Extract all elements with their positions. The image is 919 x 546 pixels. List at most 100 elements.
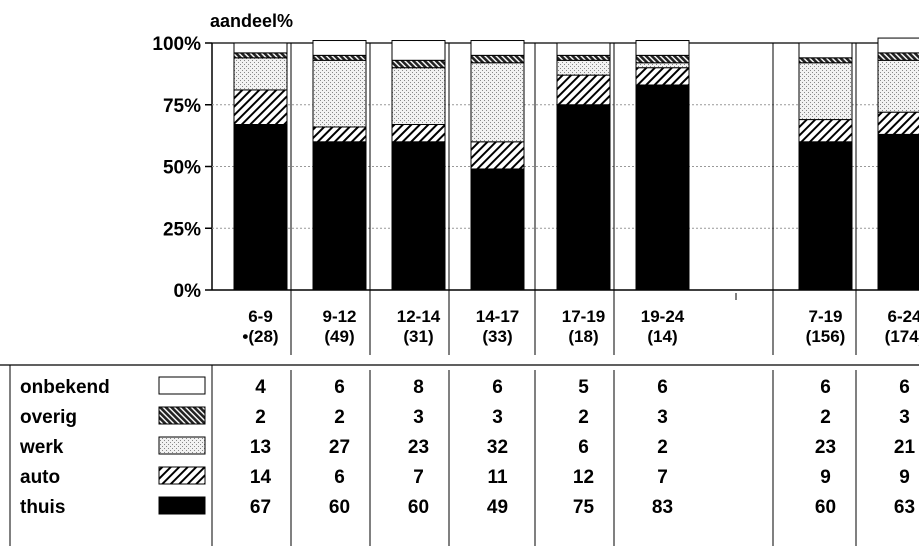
table-value: 3 — [899, 407, 910, 428]
legend-swatch-thuis — [158, 496, 206, 515]
x-tick-label: 9-12 — [322, 307, 356, 326]
y-tick-label: 100% — [152, 34, 201, 55]
table-value: 12 — [573, 467, 594, 488]
legend-label-onbekend: onbekend — [20, 377, 110, 398]
bar-segment-onbekend — [556, 42, 611, 56]
bar-segment-thuis — [635, 84, 690, 291]
bar-segment-auto — [635, 67, 690, 86]
legend-swatch-overig — [158, 406, 206, 425]
bar-segment-auto — [877, 111, 919, 135]
bar-segment-overig — [233, 52, 288, 59]
bar-segment-werk — [877, 59, 919, 113]
table-value: 2 — [334, 407, 345, 428]
bar-segment-thuis — [391, 141, 446, 291]
table-value: 11 — [487, 467, 508, 488]
bar-segment-onbekend — [233, 42, 288, 54]
bar-segment-werk — [470, 62, 525, 143]
table-value: 9 — [899, 467, 910, 488]
x-tick-count: (14) — [647, 327, 677, 346]
bar-segment-onbekend — [391, 40, 446, 61]
x-tick-label: 19-24 — [641, 307, 685, 326]
bar-segment-thuis — [877, 133, 919, 291]
table-value: 2 — [255, 407, 266, 428]
bar-segment-auto — [233, 89, 288, 126]
bars — [233, 37, 919, 291]
bar-segment-auto — [470, 141, 525, 170]
x-tick-label: 6-9 — [248, 307, 273, 326]
table-value: 60 — [815, 497, 836, 518]
x-tick-count: (18) — [568, 327, 598, 346]
table-value: 60 — [408, 497, 429, 518]
bar-segment-auto — [312, 126, 367, 143]
bar-segment-werk — [635, 62, 690, 69]
table-value: 3 — [413, 407, 424, 428]
table-value: 32 — [487, 437, 508, 458]
table-value: 3 — [657, 407, 668, 428]
table-value: 21 — [894, 437, 916, 458]
bar-segment-onbekend — [877, 37, 919, 54]
table-value: 2 — [578, 407, 589, 428]
y-tick-label: 0% — [174, 281, 202, 302]
table-value: 4 — [255, 377, 266, 398]
bar-segment-werk — [233, 57, 288, 91]
legend-label-thuis: thuis — [20, 497, 65, 518]
bar-segment-werk — [312, 59, 367, 128]
table-value: 6 — [492, 377, 503, 398]
x-tick-label: 12-14 — [397, 307, 441, 326]
table-value: 67 — [250, 497, 271, 518]
bar-segment-overig — [635, 54, 690, 64]
bar-segment-thuis — [233, 124, 288, 291]
x-tick-count: (31) — [403, 327, 433, 346]
bar-segment-auto — [556, 74, 611, 106]
x-tick-label: 7-19 — [808, 307, 842, 326]
table-value: 6 — [334, 377, 345, 398]
table-value: 9 — [820, 467, 831, 488]
bar-segment-auto — [798, 119, 853, 143]
legend-swatch-onbekend — [158, 376, 206, 395]
bar-segment-werk — [798, 62, 853, 121]
table-value: 2 — [657, 437, 668, 458]
bar-segment-onbekend — [312, 40, 367, 56]
x-tick-count: •(28) — [242, 327, 278, 346]
table-value: 75 — [573, 497, 595, 518]
x-tick-label: 17-19 — [562, 307, 605, 326]
table-value: 27 — [329, 437, 350, 458]
table-value: 6 — [334, 467, 345, 488]
bar-segment-thuis — [470, 168, 525, 291]
bar-segment-thuis — [556, 104, 611, 291]
bar-segment-thuis — [312, 141, 367, 291]
bar-segment-onbekend — [470, 40, 525, 56]
legend-swatch-werk — [158, 436, 206, 455]
x-tick-count: (174) — [885, 327, 919, 346]
table-value: 13 — [250, 437, 271, 458]
bar-segment-werk — [391, 67, 446, 126]
x-axis-labels: 6-9•(28)9-12(49)12-14(31)14-17(33)17-19(… — [242, 293, 919, 346]
legend-label-werk: werk — [19, 437, 64, 458]
table-value: 2 — [820, 407, 831, 428]
y-tick-label: 25% — [163, 219, 201, 240]
table-value: 6 — [657, 377, 668, 398]
bar-segment-thuis — [798, 141, 853, 291]
bar-segment-overig — [556, 54, 611, 61]
table-value: 63 — [894, 497, 915, 518]
bar-segment-overig — [798, 57, 853, 64]
x-tick-label: 14-17 — [476, 307, 519, 326]
bar-segment-overig — [391, 59, 446, 69]
y-axis-title: aandeel% — [210, 11, 293, 31]
legend-swatch-auto — [158, 466, 206, 485]
table-value: 60 — [329, 497, 350, 518]
x-tick-count: (49) — [324, 327, 354, 346]
bar-segment-auto — [391, 124, 446, 143]
table-value: 3 — [492, 407, 503, 428]
table-value: 6 — [578, 437, 589, 458]
x-tick-count: (33) — [482, 327, 512, 346]
bar-segment-overig — [470, 54, 525, 64]
legend-label-auto: auto — [20, 467, 60, 488]
x-tick-label: 6-24 — [887, 307, 919, 326]
table-value: 23 — [408, 437, 429, 458]
bar-segment-overig — [877, 52, 919, 61]
table-value: 83 — [652, 497, 673, 518]
y-axis: 0% 25% 50% 75% 100% — [152, 34, 212, 302]
table-value: 23 — [815, 437, 836, 458]
